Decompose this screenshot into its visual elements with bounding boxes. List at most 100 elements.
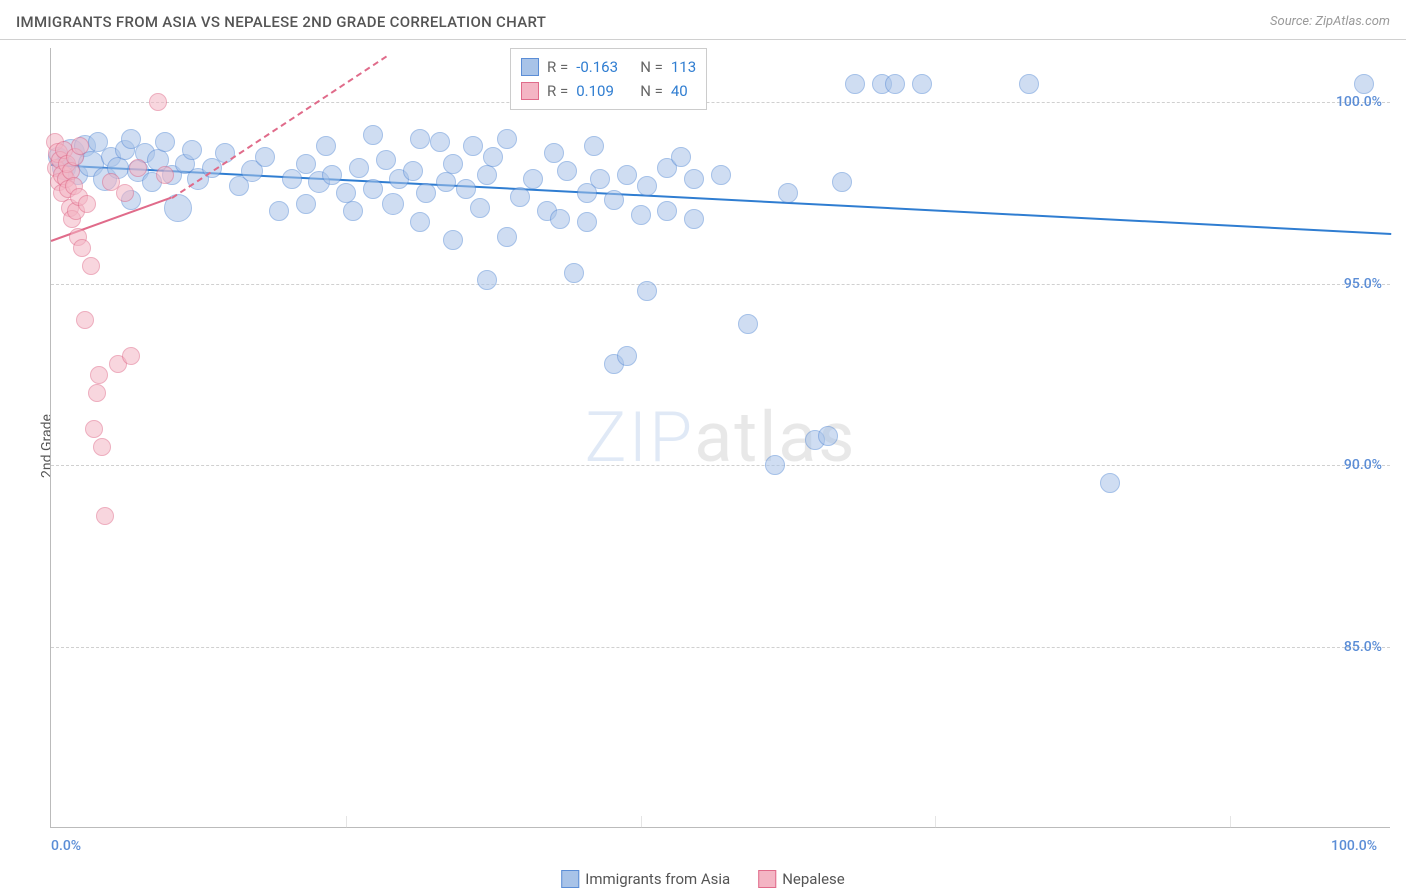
scatter-point bbox=[122, 347, 140, 365]
legend-swatch bbox=[758, 870, 776, 888]
scatter-point bbox=[85, 420, 103, 438]
gridline-v bbox=[1230, 816, 1231, 828]
scatter-point bbox=[470, 198, 490, 218]
scatter-point bbox=[129, 159, 147, 177]
scatter-point bbox=[544, 143, 564, 163]
scatter-point bbox=[88, 384, 106, 402]
legend-item: Nepalese bbox=[758, 870, 845, 888]
scatter-point bbox=[1354, 74, 1374, 94]
scatter-point bbox=[684, 169, 704, 189]
scatter-point bbox=[182, 140, 202, 160]
legend-label: Immigrants from Asia bbox=[585, 870, 730, 888]
scatter-point bbox=[90, 366, 108, 384]
chart-container: IMMIGRANTS FROM ASIA VS NEPALESE 2ND GRA… bbox=[0, 0, 1406, 892]
scatter-point bbox=[778, 183, 798, 203]
scatter-point bbox=[363, 125, 383, 145]
scatter-point bbox=[684, 209, 704, 229]
scatter-point bbox=[403, 161, 423, 181]
scatter-point bbox=[255, 147, 275, 167]
gridline-h bbox=[51, 647, 1390, 648]
scatter-point bbox=[711, 165, 731, 185]
x-tick-label: 100.0% bbox=[1331, 838, 1377, 854]
scatter-point bbox=[477, 165, 497, 185]
scatter-point bbox=[76, 311, 94, 329]
scatter-point bbox=[885, 74, 905, 94]
gridline-h bbox=[51, 465, 1390, 466]
scatter-point bbox=[269, 201, 289, 221]
legend-n-label: N = bbox=[640, 55, 663, 79]
scatter-point bbox=[617, 346, 637, 366]
scatter-point bbox=[436, 172, 456, 192]
legend-stats-row: R =0.109N =40 bbox=[521, 79, 696, 103]
scatter-point bbox=[617, 165, 637, 185]
gridline-v bbox=[641, 816, 642, 828]
legend-n-value: 40 bbox=[671, 79, 688, 103]
scatter-point bbox=[382, 193, 404, 215]
scatter-point bbox=[416, 183, 436, 203]
scatter-point bbox=[845, 74, 865, 94]
legend-r-label: R = bbox=[547, 55, 568, 79]
scatter-point bbox=[523, 169, 543, 189]
scatter-point bbox=[1019, 74, 1039, 94]
scatter-point bbox=[96, 507, 114, 525]
y-tick-label: 95.0% bbox=[1344, 276, 1382, 292]
scatter-point bbox=[1100, 473, 1120, 493]
scatter-point bbox=[349, 158, 369, 178]
legend-r-value: -0.163 bbox=[576, 55, 632, 79]
scatter-point bbox=[430, 132, 450, 152]
legend-label: Nepalese bbox=[782, 870, 845, 888]
scatter-point bbox=[671, 147, 691, 167]
chart-source: Source: ZipAtlas.com bbox=[1270, 14, 1390, 29]
scatter-point bbox=[564, 263, 584, 283]
scatter-point bbox=[71, 137, 89, 155]
scatter-point bbox=[73, 239, 91, 257]
gridline-h bbox=[51, 102, 1390, 103]
scatter-point bbox=[590, 169, 610, 189]
scatter-point bbox=[155, 132, 175, 152]
legend-series: Immigrants from Asia Nepalese bbox=[561, 870, 845, 888]
legend-item: Immigrants from Asia bbox=[561, 870, 730, 888]
scatter-point bbox=[343, 201, 363, 221]
scatter-point bbox=[149, 93, 167, 111]
scatter-point bbox=[483, 147, 503, 167]
scatter-point bbox=[296, 194, 316, 214]
scatter-point bbox=[497, 129, 517, 149]
y-tick-label: 85.0% bbox=[1344, 639, 1382, 655]
scatter-point bbox=[604, 190, 624, 210]
scatter-point bbox=[336, 183, 356, 203]
scatter-point bbox=[818, 426, 838, 446]
y-tick-label: 100.0% bbox=[1336, 94, 1382, 110]
gridline-h bbox=[51, 284, 1390, 285]
scatter-point bbox=[443, 154, 463, 174]
scatter-point bbox=[738, 314, 758, 334]
chart-title: IMMIGRANTS FROM ASIA VS NEPALESE 2ND GRA… bbox=[16, 13, 546, 31]
plot-area: ZIPatlas 85.0%90.0%95.0%100.0%0.0%100.0% bbox=[50, 48, 1390, 828]
scatter-point bbox=[322, 165, 342, 185]
scatter-point bbox=[82, 257, 100, 275]
scatter-point bbox=[557, 161, 577, 181]
legend-r-value: 0.109 bbox=[576, 79, 632, 103]
legend-stats-row: R =-0.163N =113 bbox=[521, 55, 696, 79]
scatter-point bbox=[765, 455, 785, 475]
legend-swatch bbox=[561, 870, 579, 888]
plot-canvas: ZIPatlas 85.0%90.0%95.0%100.0%0.0%100.0% bbox=[50, 48, 1390, 828]
scatter-point bbox=[443, 230, 463, 250]
scatter-point bbox=[497, 227, 517, 247]
legend-r-label: R = bbox=[547, 79, 568, 103]
scatter-point bbox=[78, 195, 96, 213]
gridline-v bbox=[935, 816, 936, 828]
x-tick-label: 0.0% bbox=[51, 838, 81, 854]
scatter-point bbox=[912, 74, 932, 94]
scatter-point bbox=[577, 212, 597, 232]
scatter-point bbox=[410, 129, 430, 149]
scatter-point bbox=[631, 205, 651, 225]
scatter-point bbox=[510, 187, 530, 207]
scatter-point bbox=[637, 176, 657, 196]
scatter-point bbox=[296, 154, 316, 174]
scatter-point bbox=[463, 136, 483, 156]
scatter-point bbox=[156, 166, 174, 184]
chart-header: IMMIGRANTS FROM ASIA VS NEPALESE 2ND GRA… bbox=[0, 0, 1406, 40]
legend-swatch bbox=[521, 82, 539, 100]
gridline-v bbox=[346, 816, 347, 828]
scatter-point bbox=[456, 179, 476, 199]
